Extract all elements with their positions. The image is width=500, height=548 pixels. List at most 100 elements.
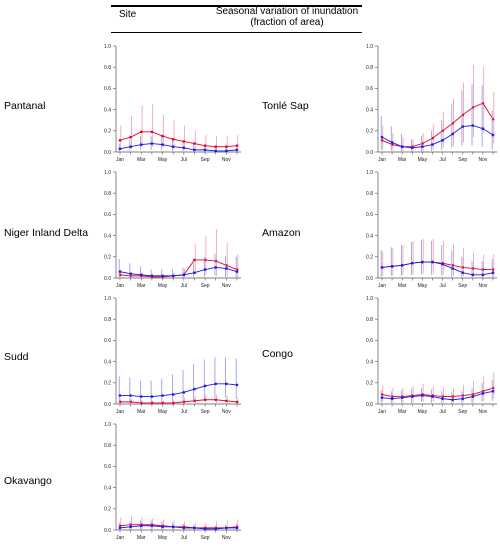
y-tick-label: 0.2	[104, 507, 111, 513]
x-tick-label: Sep	[201, 409, 210, 415]
y-tick-label: 0.8	[366, 191, 373, 197]
blue-series-point	[161, 525, 164, 529]
blue-series-point	[471, 124, 475, 127]
red-series-point	[129, 135, 132, 139]
x-tick-label: May	[418, 409, 428, 415]
y-tick-label: 0.8	[366, 317, 373, 323]
blue-series-point	[471, 273, 475, 277]
red-series-point	[161, 134, 164, 138]
red-series-line	[381, 102, 494, 148]
red-series-point	[139, 130, 143, 134]
y-tick-label: 0.4	[366, 107, 373, 113]
blue-series-point	[171, 145, 175, 148]
blue-series-point	[441, 262, 444, 266]
chart-niger-inland-delta: 0.0 0.2 0.4 0.6 0.8 1.0 Jan Mar May Jul Sep Nov	[104, 170, 241, 289]
blue-series-point	[150, 142, 154, 145]
blue-series-point	[421, 394, 424, 397]
red-series-point	[225, 399, 228, 403]
red-series-line	[119, 131, 238, 148]
y-tick-label: 1.0	[366, 170, 373, 176]
blue-series-point	[118, 394, 122, 397]
red-series-point	[225, 145, 228, 148]
red-series-point	[214, 398, 218, 402]
x-tick-label: Mar	[137, 157, 146, 163]
site-label-pantanal: Pantanal	[4, 100, 46, 112]
blue-series-line	[119, 143, 238, 152]
x-tick-label: Mar	[137, 535, 146, 541]
red-series-point	[193, 258, 196, 262]
blue-series-point	[390, 265, 394, 268]
x-tick-label: Jan	[116, 283, 124, 289]
header-rule-top	[111, 5, 362, 7]
blue-series-point	[214, 266, 218, 269]
x-tick-label: May	[418, 283, 428, 289]
blue-series-point	[481, 392, 485, 395]
y-tick-label: 0.4	[366, 233, 373, 239]
blue-series-point	[193, 387, 196, 391]
blue-series-point	[400, 396, 404, 399]
red-series-point	[171, 137, 175, 141]
blue-series-point	[431, 260, 434, 264]
blue-series-point	[225, 382, 228, 386]
y-tick-label: 0.6	[366, 86, 373, 92]
blue-series-point	[214, 149, 218, 153]
chart-amazon: 0.0 0.2 0.4 0.6 0.8 1.0 Jan Mar May Jul Sep Nov	[366, 170, 497, 289]
red-series-line	[381, 387, 494, 398]
blue-series-point	[182, 273, 186, 277]
chart-okavango: 0.0 0.2 0.4 0.6 0.8 1.0 Jan Mar May Jul Sep Nov	[104, 422, 241, 541]
blue-series-point	[182, 391, 186, 394]
y-tick-label: 0.8	[104, 65, 111, 71]
y-tick-label: 0.6	[104, 338, 111, 344]
x-tick-label: Jul	[439, 157, 445, 163]
y-tick-label: 0.6	[104, 464, 111, 470]
x-tick-label: Mar	[398, 283, 407, 289]
blue-series-point	[421, 260, 424, 264]
x-tick-label: Jul	[439, 283, 445, 289]
blue-series-point	[203, 268, 207, 271]
blue-series-point	[451, 267, 454, 270]
blue-series-point	[171, 525, 175, 529]
blue-series-point	[235, 270, 239, 273]
red-series-point	[235, 144, 239, 147]
blue-series-point	[214, 527, 218, 531]
blue-series-point	[193, 271, 196, 274]
blue-series-point	[441, 397, 444, 400]
chart-sudd: 0.0 0.2 0.4 0.6 0.8 1.0 Jan Mar May Jul Sep Nov	[104, 296, 241, 415]
blue-series-point	[380, 266, 384, 269]
header-rule-bottom	[111, 32, 362, 33]
header-title: Seasonal variation of inundation (fracti…	[212, 6, 362, 28]
blue-series-point	[491, 389, 495, 393]
y-tick-label: 0.8	[104, 317, 111, 323]
blue-series-point	[431, 395, 434, 398]
y-tick-label: 0.4	[104, 233, 111, 239]
x-tick-label: Nov	[222, 157, 231, 163]
y-tick-label: 0.4	[104, 485, 111, 491]
x-tick-label: Nov	[222, 409, 231, 415]
x-tick-label: Mar	[137, 409, 146, 415]
y-tick-label: 0.8	[104, 191, 111, 197]
x-tick-label: Jan	[116, 535, 124, 541]
x-tick-label: May	[158, 535, 168, 541]
blue-series-point	[118, 526, 122, 530]
blue-series-point	[441, 139, 444, 142]
blue-series-point	[118, 147, 122, 151]
red-series-point	[118, 139, 122, 142]
blue-series-point	[139, 273, 143, 277]
blue-series-point	[150, 274, 154, 278]
blue-series-point	[203, 384, 207, 388]
blue-series-point	[182, 526, 186, 530]
blue-series-point	[461, 125, 465, 128]
blue-series-line	[119, 525, 237, 530]
blue-series-point	[481, 273, 485, 277]
blue-series-point	[471, 395, 475, 398]
y-tick-label: 0.0	[104, 276, 111, 282]
x-tick-label: Mar	[398, 157, 407, 163]
y-tick-label: 0.6	[104, 86, 111, 92]
blue-series-line	[381, 261, 494, 276]
x-tick-label: Jan	[116, 409, 124, 415]
blue-series-point	[380, 396, 384, 399]
x-tick-label: May	[418, 157, 428, 163]
x-tick-label: Mar	[398, 409, 407, 415]
blue-series-point	[410, 146, 414, 150]
x-tick-label: Jan	[378, 283, 386, 289]
